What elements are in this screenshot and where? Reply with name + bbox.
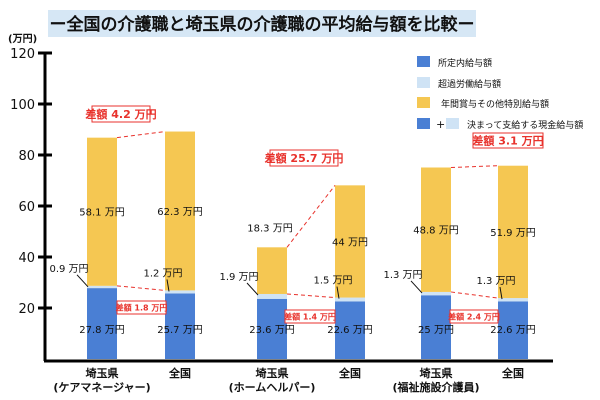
difference-box <box>284 309 336 324</box>
difference-label: 差額 1.4 万円 <box>283 311 336 321</box>
chart-title: ー全国の介護職と埼玉県の介護職の平均給与額を比較ー <box>50 14 475 35</box>
x-category-label: 全国 <box>168 366 191 380</box>
bar-segment-3 <box>421 167 451 292</box>
difference-dashed-line <box>450 291 499 299</box>
legend-label: 決まって支給する現金給与額 <box>467 119 583 131</box>
difference-dashed-line <box>116 131 166 139</box>
x-category-label: 埼玉県 <box>420 366 453 380</box>
legend-swatch-overtime <box>446 118 459 129</box>
base-value-label: 25 万円 <box>418 325 454 336</box>
legend-swatch <box>417 77 430 88</box>
legend-swatch <box>417 56 430 67</box>
difference-label: 差額 25.7 万円 <box>265 151 344 165</box>
y-tick-label: 80 <box>18 149 35 164</box>
base-value-label: 27.8 万円 <box>79 325 124 336</box>
bonus-value-label: 58.1 万円 <box>79 208 124 219</box>
bar-segment-2 <box>335 297 365 302</box>
y-tick-label: 20 <box>18 302 35 317</box>
bar-segment-2 <box>257 293 287 299</box>
difference-label: 差額 1.8 万円 <box>115 302 168 312</box>
difference-dashed-line <box>286 185 336 248</box>
difference-box <box>449 309 499 324</box>
legend-swatch <box>417 97 430 108</box>
difference-dashed-line <box>286 293 336 299</box>
x-category-sublabel: (福祉施設介護員) <box>392 380 479 394</box>
legend-label: 超過労働給与額 <box>438 78 501 90</box>
x-category-label: 埼玉県 <box>256 366 289 380</box>
bar-segment-1 <box>498 301 528 359</box>
x-category-label: 埼玉県 <box>86 366 119 380</box>
base-value-label: 22.6 万円 <box>490 325 535 336</box>
difference-label: 差額 2.4 万円 <box>447 311 500 321</box>
overtime-value-label: 1.2 万円 <box>143 268 182 279</box>
bar-segment-1 <box>335 301 365 359</box>
difference-box <box>269 149 339 167</box>
bar-segment-2 <box>421 291 451 296</box>
bar-segment-1 <box>165 293 195 359</box>
bonus-value-label: 62.3 万円 <box>157 207 202 218</box>
y-axis-unit: (万円) <box>8 33 37 45</box>
y-tick-label: 120 <box>10 47 35 62</box>
y-tick-label: 100 <box>10 98 35 113</box>
base-value-label: 22.6 万円 <box>327 325 372 336</box>
legend-swatch-base <box>417 118 430 129</box>
overtime-value-label: 1.3 万円 <box>383 270 422 281</box>
bar-segment-1 <box>87 288 117 359</box>
bonus-value-label: 18.3 万円 <box>247 223 292 234</box>
leader-line <box>76 274 89 288</box>
leader-line <box>410 280 423 294</box>
bonus-value-label: 51.9 万円 <box>490 228 535 239</box>
title-background <box>48 10 476 37</box>
bar-segment-2 <box>498 298 528 302</box>
x-category-label: 全国 <box>501 366 524 380</box>
overtime-value-label: 0.9 万円 <box>49 264 88 275</box>
bonus-value-label: 44 万円 <box>332 237 368 248</box>
bar-segment-1 <box>421 295 451 359</box>
x-category-sublabel: (ケアマネージャー) <box>53 381 150 394</box>
overtime-value-label: 1.3 万円 <box>476 276 515 287</box>
x-category-sublabel: (ホームヘルパー) <box>229 381 316 394</box>
leader-line <box>336 286 340 299</box>
leader-line <box>166 279 170 292</box>
difference-dashed-line <box>116 285 166 291</box>
bar-segment-3 <box>87 137 117 286</box>
bar-segment-3 <box>498 165 528 299</box>
difference-label: 差額 4.2 万円 <box>85 107 156 121</box>
legend-plus: + <box>436 118 445 131</box>
base-value-label: 25.7 万円 <box>157 325 202 336</box>
overtime-value-label: 1.5 万円 <box>313 276 352 287</box>
legend-label: 所定内給与額 <box>438 57 492 69</box>
bar-segment-3 <box>335 185 365 298</box>
base-value-label: 23.6 万円 <box>249 325 294 336</box>
legend-label: 年間賞与その他特別給与額 <box>441 98 549 110</box>
x-category-label: 全国 <box>338 366 361 380</box>
bar-segment-3 <box>165 131 195 291</box>
bonus-value-label: 48.8 万円 <box>413 226 458 237</box>
bar-segment-1 <box>257 298 287 359</box>
difference-box <box>116 300 167 315</box>
bar-segment-2 <box>165 290 195 294</box>
difference-box <box>91 105 151 123</box>
overtime-value-label: 1.9 万円 <box>219 272 258 283</box>
bar-segment-3 <box>257 247 287 294</box>
y-tick-label: 60 <box>18 200 35 215</box>
leader-line <box>499 286 503 300</box>
difference-label: 差額 3.1 万円 <box>472 134 543 148</box>
difference-box <box>472 132 544 149</box>
y-tick-label: 40 <box>18 251 35 266</box>
bar-segment-2 <box>87 285 117 289</box>
difference-dashed-line <box>450 165 499 168</box>
leader-line <box>246 282 259 296</box>
